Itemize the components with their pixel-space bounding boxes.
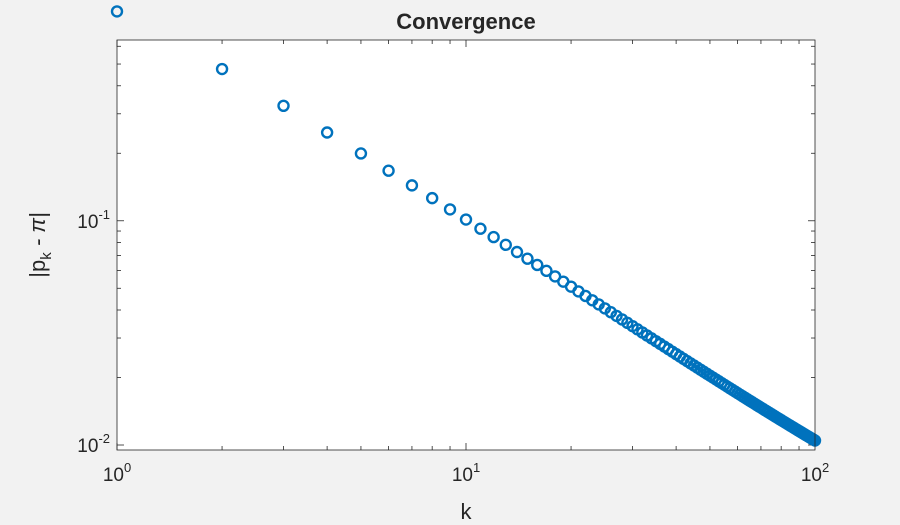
- y-tick-label: 10-1: [77, 207, 110, 233]
- data-point: [425, 191, 439, 205]
- data-point: [531, 258, 544, 272]
- axes-background: [117, 40, 815, 450]
- y-tick-label: 10-2: [77, 431, 110, 457]
- data-point: [443, 203, 457, 216]
- data-point: [459, 213, 473, 226]
- data-point: [320, 126, 334, 139]
- data-point: [110, 5, 124, 18]
- x-tick-label: 102: [801, 460, 829, 486]
- data-point: [487, 230, 500, 244]
- x-tick-label: 100: [103, 460, 131, 486]
- data-point: [405, 179, 419, 192]
- data-point: [510, 245, 524, 259]
- data-point: [382, 164, 395, 177]
- chart-title: Convergence: [396, 9, 535, 34]
- data-point: [277, 99, 290, 113]
- data-point: [215, 62, 229, 76]
- data-point: [540, 264, 553, 278]
- data-point: [499, 238, 512, 252]
- data-series: [110, 5, 822, 447]
- axes-box: [116, 39, 816, 451]
- y-axis-label: |pk - π|: [25, 212, 55, 277]
- data-point: [354, 147, 368, 160]
- x-axis-label: k: [461, 499, 473, 524]
- data-point: [521, 252, 534, 265]
- tick-labels: 100 101 102 10-2 10-1: [77, 207, 829, 486]
- data-point: [474, 222, 487, 235]
- axis-ticks: [116, 40, 815, 450]
- x-tick-label: 101: [452, 460, 480, 486]
